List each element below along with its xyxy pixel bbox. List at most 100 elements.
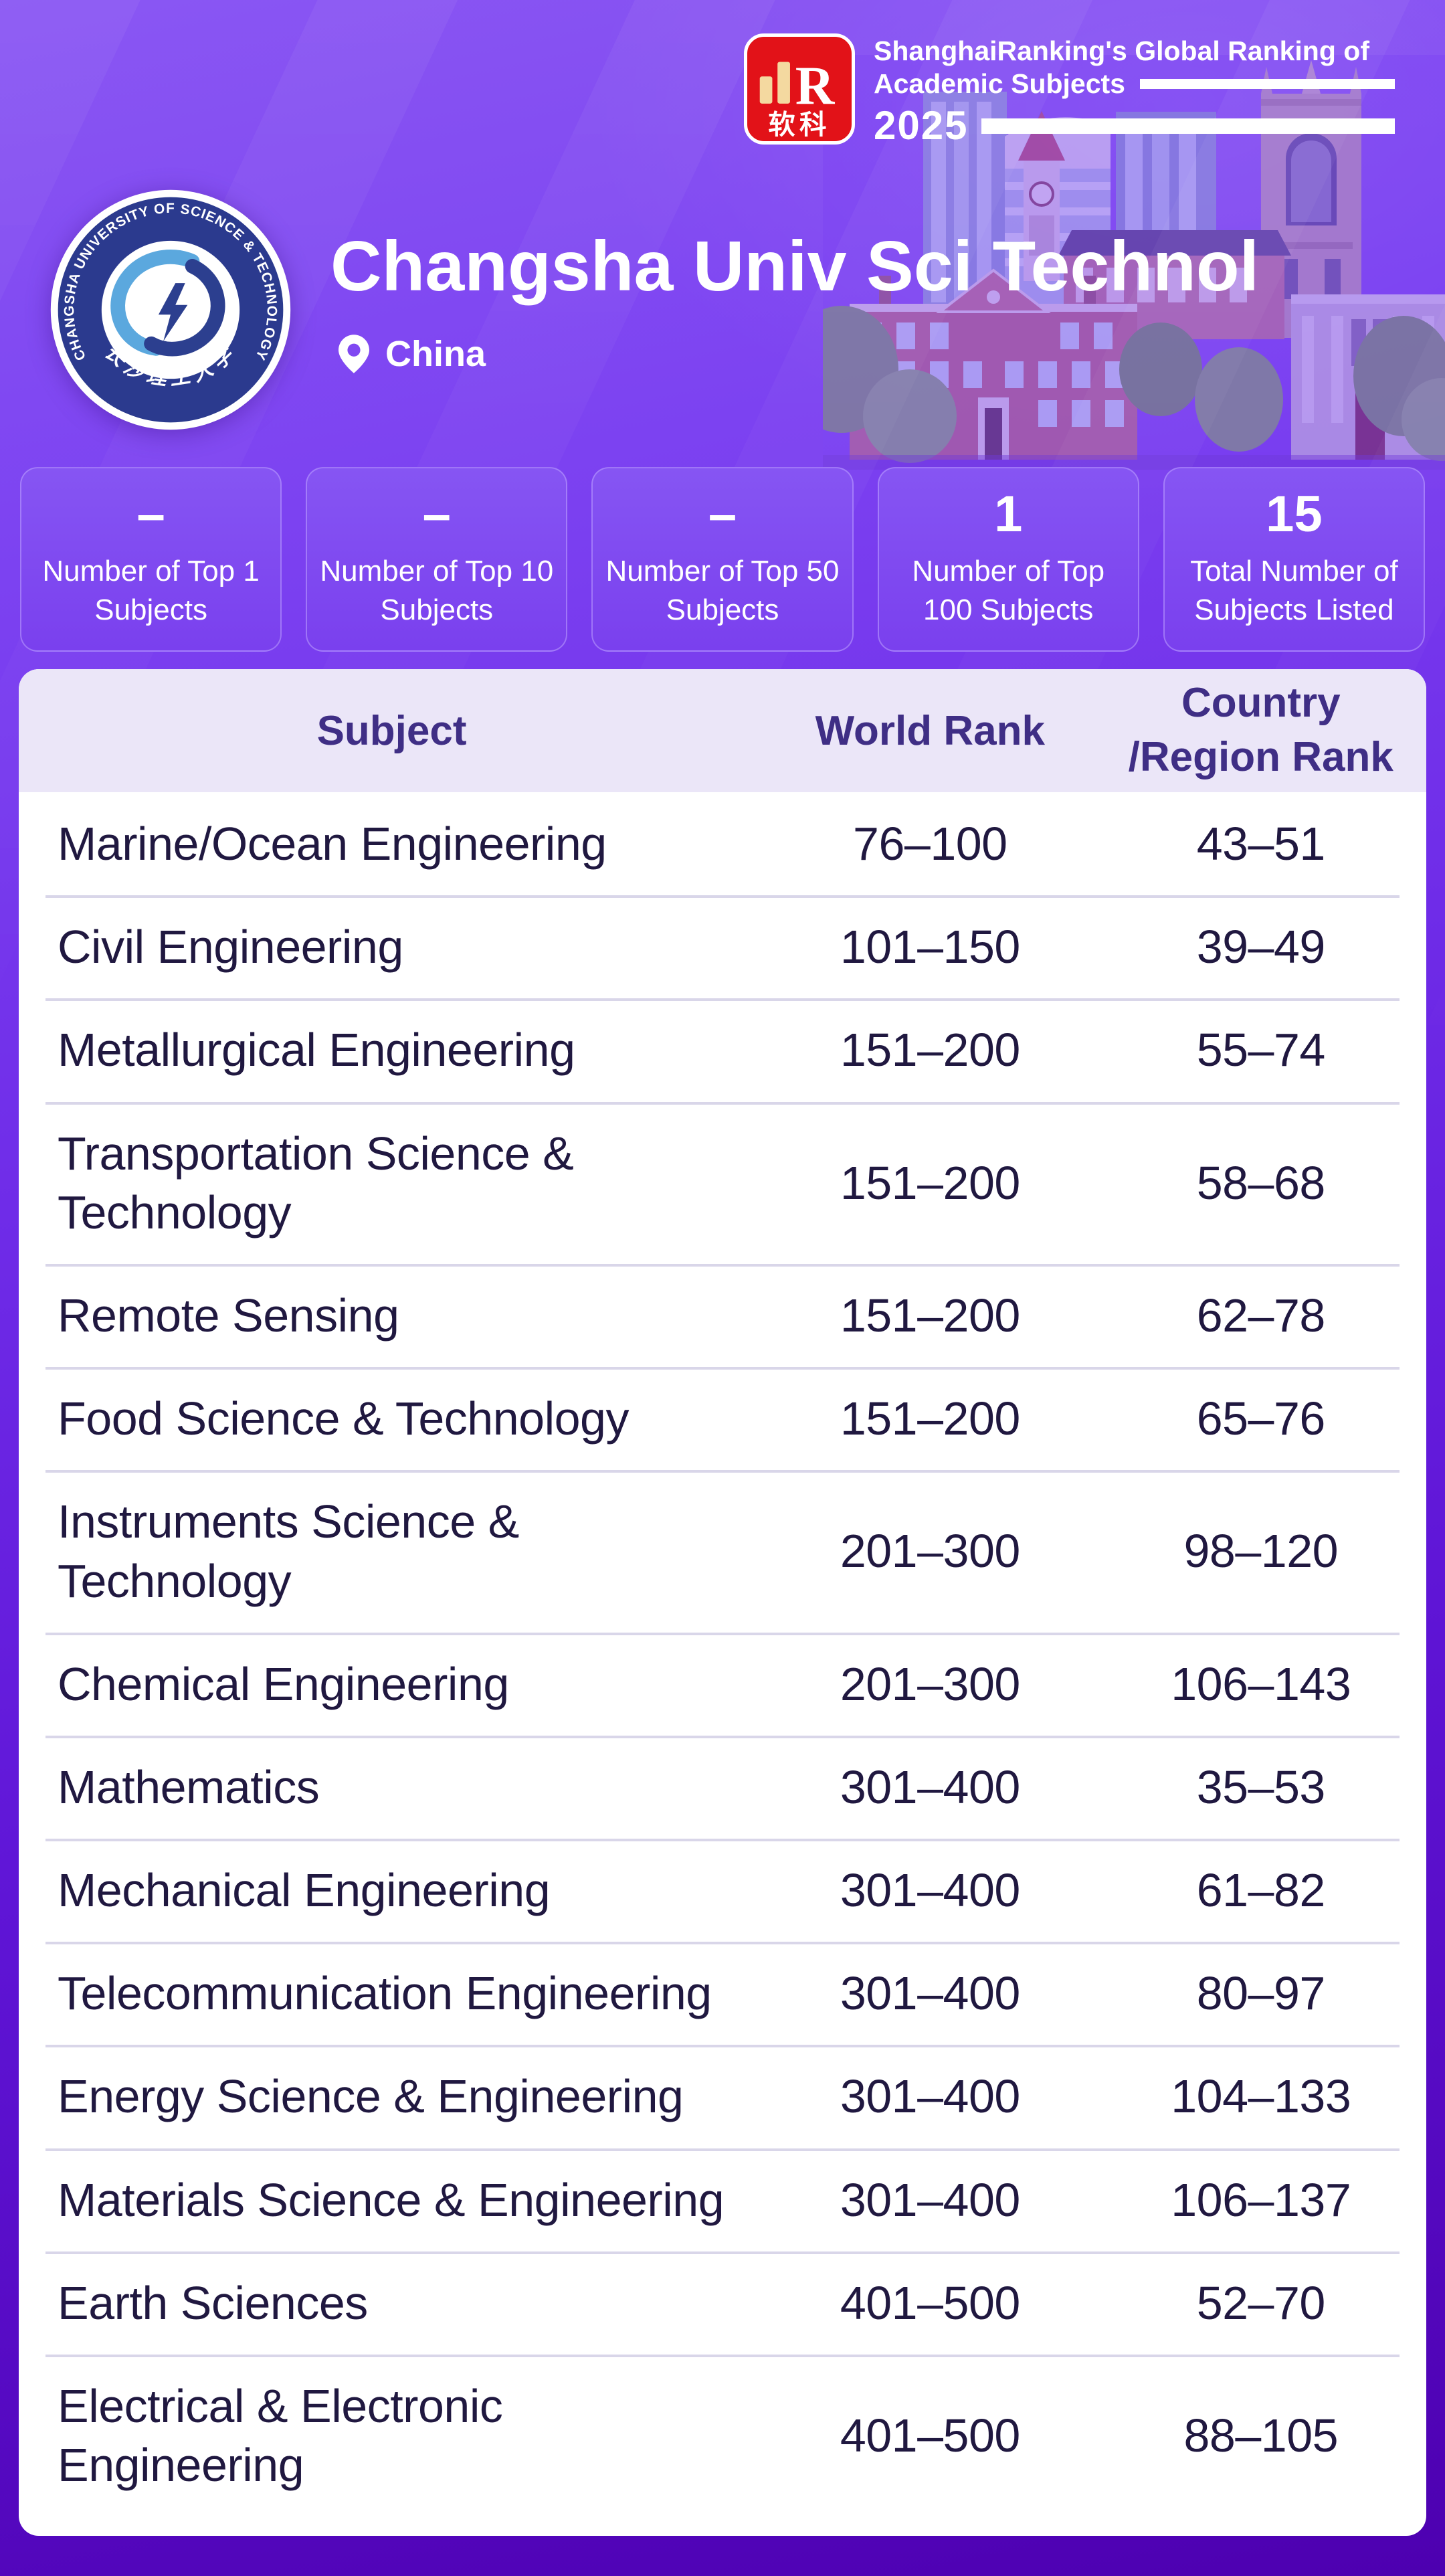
table-header: Subject World Rank Country /Region Rank — [19, 669, 1426, 792]
stats-row: – Number of Top 1 Subjects – Number of T… — [20, 467, 1426, 652]
subject-cell: Remote Sensing — [58, 1289, 399, 1342]
table-row: Earth Sciences 401–500 52–70 — [19, 2251, 1426, 2355]
subject-cell: Earth Sciences — [58, 2276, 368, 2329]
stat-value: 15 — [1266, 485, 1323, 543]
world-rank-cell: 401–500 — [840, 2409, 1021, 2462]
subject-cell: Marine/Ocean Engineering — [58, 818, 607, 870]
subject-cell: Mathematics — [58, 1760, 320, 1813]
table-row: Instruments Science & Technology 201–300… — [19, 1470, 1426, 1632]
ranking-banner: R 软科 ShanghaiRanking's Global Ranking of… — [744, 33, 1395, 146]
world-rank-cell: 101–150 — [840, 921, 1021, 974]
subject-cell: Civil Engineering — [58, 921, 403, 974]
world-rank-cell: 301–400 — [840, 1864, 1021, 1917]
subject-cell: Telecommunication Engineering — [58, 1967, 712, 2020]
ranking-year-row: 2025 — [874, 106, 1395, 146]
world-rank-cell: 301–400 — [840, 2070, 1021, 2123]
country-region-rank-cell: 98–120 — [1183, 1525, 1339, 1578]
subject-cell: Materials Science & Engineering — [58, 2173, 725, 2226]
country-region-rank-cell: 80–97 — [1196, 1967, 1326, 2020]
ranking-year: 2025 — [874, 103, 969, 149]
table-row: Electrical & Electronic Engineering 401–… — [19, 2355, 1426, 2516]
banner-rule-bottom — [981, 118, 1395, 134]
ranking-banner-text: ShanghaiRanking's Global Ranking of Acad… — [874, 33, 1395, 146]
world-rank-cell: 301–400 — [840, 1967, 1021, 2020]
stat-card: 1 Number of Top 100 Subjects — [877, 467, 1139, 652]
stat-card: 15 Total Number of Subjects Listed — [1163, 467, 1426, 652]
country-label: China — [385, 334, 486, 374]
subject-cell: Transportation Science & Technology — [58, 1127, 574, 1238]
table-row: Mathematics 301–400 35–53 — [19, 1735, 1426, 1839]
subject-cell: Food Science & Technology — [58, 1392, 630, 1445]
subject-cell: Instruments Science & Technology — [58, 1495, 519, 1607]
table-body: Marine/Ocean Engineering 76–100 43–51 Ci… — [19, 792, 1426, 2536]
world-rank-cell: 301–400 — [840, 1760, 1021, 1813]
country-region-rank-cell: 106–137 — [1171, 2173, 1351, 2226]
stat-label: Number of Top 10 Subjects — [320, 554, 554, 626]
university-seal-graphic: CHANGSHA UNIVERSITY OF SCIENCE & TECHNOL… — [50, 189, 291, 430]
country-region-rank-cell: 43–51 — [1196, 818, 1326, 870]
ranking-title-line1: ShanghaiRanking's Global Ranking of — [874, 35, 1369, 66]
country-region-rank-cell: 52–70 — [1196, 2276, 1326, 2329]
stat-label: Total Number of Subjects Listed — [1190, 554, 1398, 626]
stat-value: – — [422, 485, 451, 543]
world-rank-cell: 201–300 — [840, 1525, 1021, 1578]
university-name: Changsha Univ Sci Technol — [330, 227, 1260, 306]
stat-label: Number of Top 50 Subjects — [605, 554, 840, 626]
country-region-rank-cell: 65–76 — [1196, 1392, 1326, 1445]
svg-text:软科: 软科 — [768, 109, 831, 140]
stat-value: – — [136, 485, 165, 543]
ranking-title-line2-row: Academic Subjects — [874, 68, 1395, 100]
world-rank-cell: 401–500 — [840, 2276, 1021, 2329]
world-rank-cell: 76–100 — [853, 818, 1007, 870]
stat-label: Number of Top 100 Subjects — [912, 554, 1105, 626]
table-row: Chemical Engineering 201–300 106–143 — [19, 1632, 1426, 1736]
country-region-rank-cell: 61–82 — [1196, 1864, 1326, 1917]
stat-value: – — [708, 485, 737, 543]
shanghairanking-logo-icon: R 软科 — [759, 56, 836, 140]
subject-cell: Metallurgical Engineering — [58, 1024, 575, 1077]
stat-card: – Number of Top 1 Subjects — [20, 467, 282, 652]
table-row: Food Science & Technology 151–200 65–76 — [19, 1367, 1426, 1470]
col-header-country-region-rank: Country /Region Rank — [1128, 680, 1393, 780]
world-rank-cell: 151–200 — [840, 1392, 1021, 1445]
table-row: Telecommunication Engineering 301–400 80… — [19, 1942, 1426, 2045]
banner-rule-top — [1140, 79, 1395, 90]
stat-card: – Number of Top 10 Subjects — [306, 467, 568, 652]
stat-label: Number of Top 1 Subjects — [42, 554, 260, 626]
table-row: Mechanical Engineering 301–400 61–82 — [19, 1839, 1426, 1942]
country-region-rank-cell: 104–133 — [1171, 2070, 1351, 2123]
world-rank-cell: 151–200 — [840, 1156, 1021, 1209]
country-region-rank-cell: 106–143 — [1171, 1657, 1351, 1710]
table-row: Energy Science & Engineering 301–400 104… — [19, 2045, 1426, 2148]
table-row: Materials Science & Engineering 301–400 … — [19, 2148, 1426, 2251]
table-row: Marine/Ocean Engineering 76–100 43–51 — [19, 792, 1426, 895]
world-rank-cell: 151–200 — [840, 1024, 1021, 1077]
university-seal: CHANGSHA UNIVERSITY OF SCIENCE & TECHNOL… — [50, 189, 292, 431]
country-region-rank-cell: 58–68 — [1196, 1156, 1326, 1209]
table-row: Transportation Science & Technology 151–… — [19, 1101, 1426, 1264]
ranking-title-line2: Academic Subjects — [874, 68, 1125, 100]
subject-cell: Electrical & Electronic Engineering — [58, 2380, 503, 2492]
svg-text:R: R — [795, 56, 836, 116]
country-region-rank-cell: 55–74 — [1196, 1024, 1326, 1077]
table-row: Civil Engineering 101–150 39–49 — [19, 895, 1426, 998]
world-rank-cell: 201–300 — [840, 1657, 1021, 1710]
country-region-rank-cell: 62–78 — [1196, 1289, 1326, 1342]
world-rank-cell: 151–200 — [840, 1289, 1021, 1342]
subject-cell: Chemical Engineering — [58, 1657, 509, 1710]
table-row: Metallurgical Engineering 151–200 55–74 — [19, 998, 1426, 1101]
world-rank-cell: 301–400 — [840, 2173, 1021, 2226]
table-row: Remote Sensing 151–200 62–78 — [19, 1263, 1426, 1367]
country-region-rank-cell: 35–53 — [1196, 1760, 1326, 1813]
subject-cell: Energy Science & Engineering — [58, 2070, 684, 2123]
university-location: China — [339, 333, 486, 375]
stat-value: 1 — [994, 485, 1023, 543]
subject-cell: Mechanical Engineering — [58, 1864, 551, 1917]
country-region-rank-cell: 39–49 — [1196, 921, 1326, 974]
subjects-table: Subject World Rank Country /Region Rank … — [19, 669, 1426, 2536]
stat-card: – Number of Top 50 Subjects — [591, 467, 854, 652]
shanghairanking-logo: R 软科 — [744, 33, 855, 145]
country-region-rank-cell: 88–105 — [1183, 2409, 1339, 2462]
location-pin-icon — [339, 335, 369, 373]
